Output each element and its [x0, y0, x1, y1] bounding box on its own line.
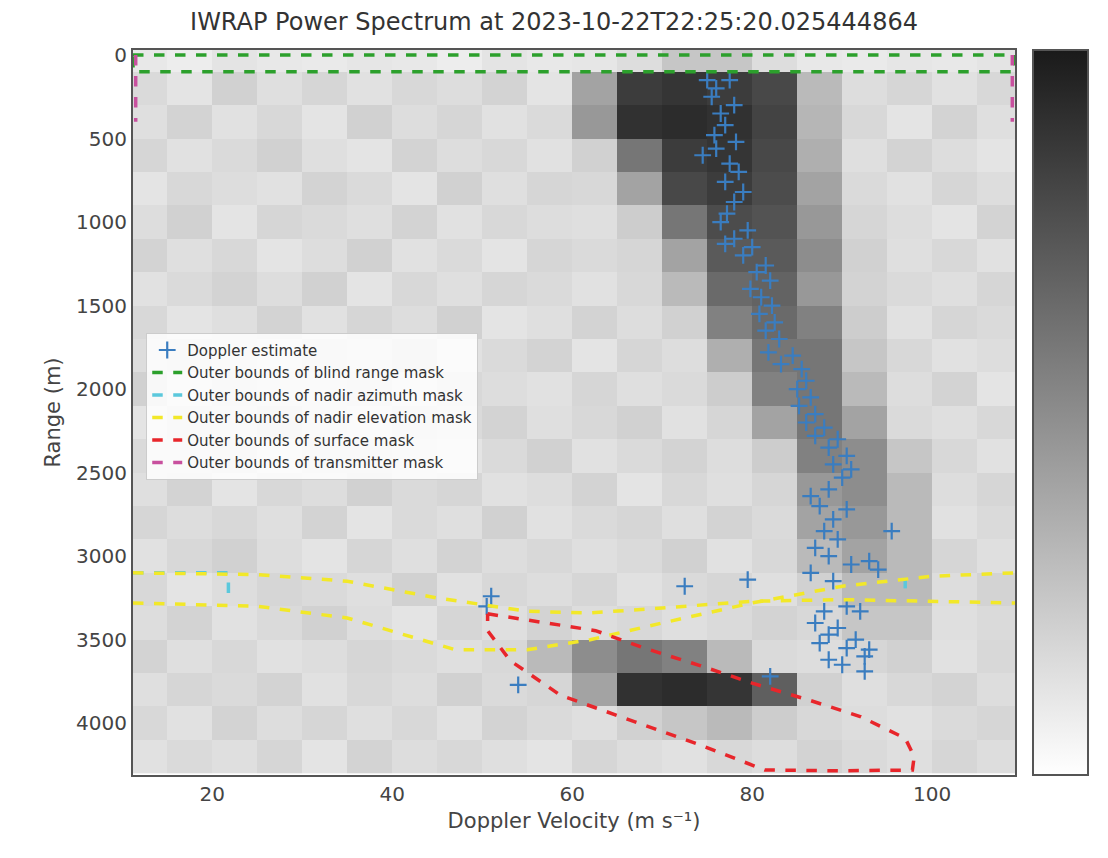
- svg-text:2000: 2000: [76, 377, 127, 401]
- svg-text:4000: 4000: [76, 711, 127, 735]
- svg-text:Doppler Velocity (m s⁻¹): Doppler Velocity (m s⁻¹): [448, 809, 701, 833]
- svg-text:Outer bounds of nadir elevatio: Outer bounds of nadir elevation mask: [187, 409, 472, 427]
- svg-text:Outer bounds of transmitter ma: Outer bounds of transmitter mask: [187, 454, 443, 472]
- svg-text:Outer bounds of blind range ma: Outer bounds of blind range mask: [187, 364, 444, 382]
- svg-text:2500: 2500: [76, 461, 127, 485]
- svg-text:80: 80: [739, 782, 764, 806]
- svg-text:Outer bounds of nadir azimuth: Outer bounds of nadir azimuth mask: [187, 387, 463, 405]
- svg-text:20: 20: [199, 782, 224, 806]
- svg-text:3500: 3500: [76, 628, 127, 652]
- svg-text:40: 40: [379, 782, 404, 806]
- svg-text:100: 100: [913, 782, 951, 806]
- svg-text:Outer bounds of surface mask: Outer bounds of surface mask: [187, 432, 414, 450]
- svg-text:60: 60: [559, 782, 584, 806]
- svg-text:Doppler estimate: Doppler estimate: [187, 342, 317, 360]
- svg-text:Range (m): Range (m): [41, 357, 65, 467]
- svg-text:0: 0: [114, 43, 127, 67]
- svg-text:IWRAP Power Spectrum at 2023-1: IWRAP Power Spectrum at 2023-10-22T22:25…: [190, 8, 918, 36]
- svg-text:3000: 3000: [76, 544, 127, 568]
- svg-text:1000: 1000: [76, 210, 127, 234]
- svg-text:500: 500: [89, 127, 127, 151]
- svg-text:1500: 1500: [76, 294, 127, 318]
